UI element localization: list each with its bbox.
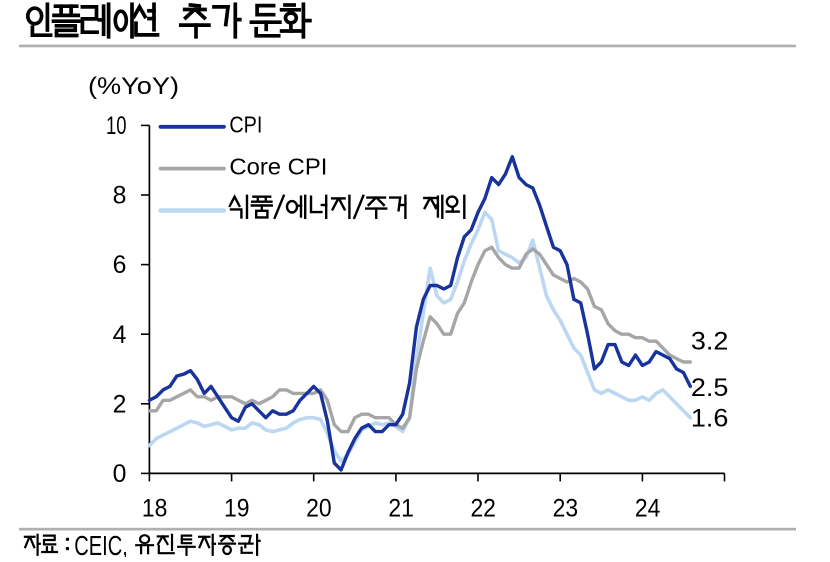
svg-text:3.2: 3.2 [691, 328, 729, 356]
svg-text:21: 21 [388, 496, 414, 523]
svg-text:23: 23 [553, 496, 579, 523]
svg-text:10: 10 [106, 113, 127, 140]
svg-text:18: 18 [142, 496, 168, 523]
svg-text:6: 6 [113, 252, 127, 279]
svg-text:24: 24 [635, 496, 661, 523]
svg-text:8: 8 [113, 183, 127, 210]
svg-text:2: 2 [113, 391, 127, 418]
svg-text:2.5: 2.5 [691, 374, 729, 402]
svg-text:0: 0 [113, 461, 127, 488]
svg-text:CPI: CPI [229, 111, 262, 137]
svg-text:4: 4 [113, 322, 127, 349]
svg-text:20: 20 [306, 496, 332, 523]
svg-text:22: 22 [470, 496, 496, 523]
svg-text:CEIC,: CEIC, [74, 530, 128, 557]
svg-text:Core CPI: Core CPI [229, 154, 327, 180]
svg-text:19: 19 [224, 496, 250, 523]
svg-text:(%YoY): (%YoY) [88, 73, 179, 100]
svg-text:1.6: 1.6 [691, 405, 729, 433]
